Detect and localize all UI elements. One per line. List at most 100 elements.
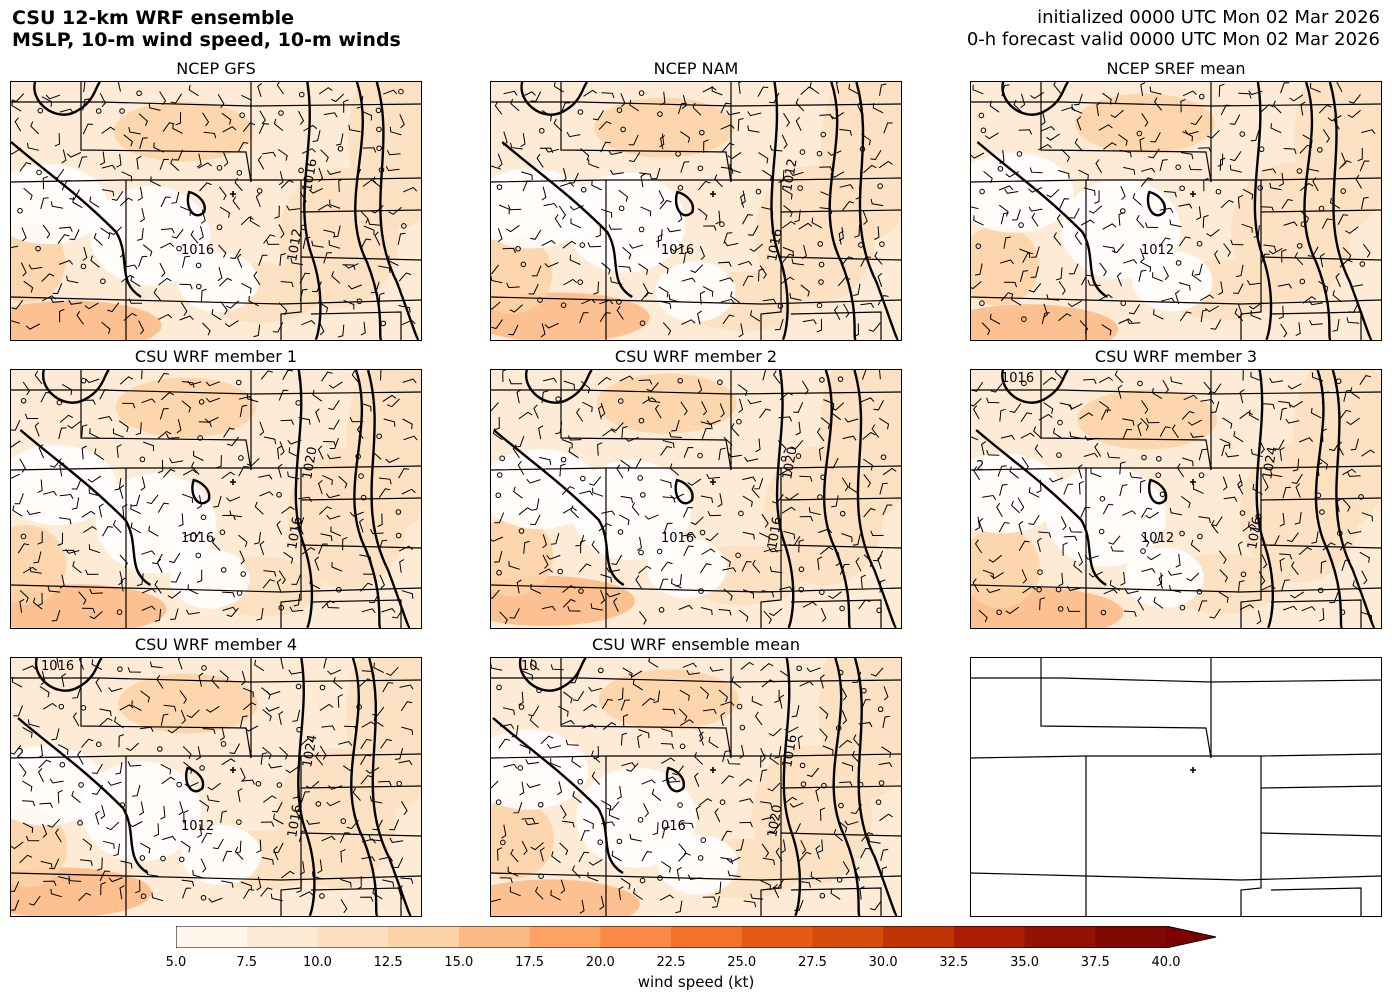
wind-barb — [559, 804, 567, 819]
wind-barb — [1200, 398, 1215, 405]
wind-barb — [750, 310, 761, 322]
wind-barb — [21, 227, 27, 242]
wind-barb — [1069, 527, 1083, 533]
wind-barb — [879, 482, 888, 495]
calm-wind-circle — [117, 666, 123, 672]
wind-barb — [19, 162, 32, 172]
wind-barb — [217, 94, 225, 109]
wind-barb — [741, 561, 752, 572]
wind-barb — [550, 758, 562, 768]
wind-barb — [49, 858, 60, 870]
calm-wind-circle — [376, 433, 382, 440]
wind-barb — [205, 381, 220, 387]
wind-barb — [51, 728, 60, 741]
wind-barb — [173, 149, 184, 161]
wind-barb — [1200, 309, 1208, 322]
wind-barb — [1056, 267, 1063, 281]
wind-barb — [660, 445, 673, 456]
wind-barb — [139, 137, 148, 149]
wind-barb — [1017, 497, 1025, 512]
wind-barb — [1153, 309, 1164, 320]
wind-barb — [659, 199, 672, 210]
shade-blob — [117, 673, 258, 734]
wind-barb — [598, 523, 612, 532]
isobar-line — [17, 717, 149, 875]
calm-wind-circle — [637, 817, 644, 823]
wind-barb — [116, 153, 122, 168]
wind-barb — [768, 728, 782, 737]
wind-barb — [177, 658, 183, 670]
wind-barb — [641, 851, 653, 862]
wind-barb — [365, 766, 380, 774]
wind-barb — [1088, 205, 1103, 214]
wind-barb — [518, 691, 524, 706]
wind-barb — [637, 734, 643, 748]
wind-barb — [1199, 294, 1214, 301]
wind-barb — [397, 232, 406, 245]
wind-barb — [530, 229, 542, 240]
wind-barb — [91, 659, 103, 670]
wind-barb — [839, 184, 854, 190]
wind-barb — [1301, 606, 1316, 612]
wind-barb — [738, 323, 744, 338]
wind-barb — [842, 435, 857, 441]
wind-barb — [141, 605, 156, 611]
wind-barb — [37, 531, 43, 545]
calm-wind-circle — [315, 801, 322, 807]
wind-barb — [57, 789, 64, 804]
wind-barb — [321, 725, 336, 731]
wind-barb — [682, 533, 697, 539]
wind-barb — [71, 790, 81, 803]
wind-barb — [512, 444, 520, 459]
calm-wind-circle — [1197, 533, 1203, 540]
wind-barb — [130, 522, 142, 534]
wind-barb — [616, 785, 622, 800]
wind-barb — [160, 763, 172, 775]
location-marker-icon — [1190, 479, 1196, 485]
wind-barb — [498, 738, 511, 749]
wind-barb — [279, 746, 288, 760]
shade-blob — [11, 300, 162, 340]
calm-wind-circle — [95, 108, 102, 114]
wind-barb — [301, 320, 316, 326]
wind-barb — [619, 375, 634, 382]
wind-barb — [972, 405, 980, 420]
wind-barb — [172, 123, 183, 134]
state-border — [1040, 658, 1212, 759]
wind-barb — [170, 571, 182, 583]
wind-barb — [315, 752, 324, 766]
calm-wind-circle — [817, 494, 823, 500]
wind-barb — [1074, 138, 1083, 152]
wind-barb — [877, 555, 882, 570]
isobars — [975, 370, 1376, 628]
wind-barb — [571, 865, 581, 879]
map-svg: 1012 — [971, 82, 1381, 340]
calm-wind-circle — [1100, 609, 1107, 616]
wind-barb — [541, 186, 547, 201]
calm-wind-circle — [637, 475, 643, 481]
shade-blob — [11, 164, 108, 245]
isobar-label: 016 — [661, 819, 686, 834]
wind-barb — [640, 291, 653, 302]
wind-barb — [400, 801, 408, 816]
wind-barb — [579, 312, 589, 324]
calm-wind-circle — [657, 875, 663, 881]
wind-barb — [1022, 252, 1033, 263]
wind-barb — [1020, 432, 1035, 439]
wind-barb — [278, 389, 289, 401]
wind-barb — [1332, 290, 1342, 303]
calm-wind-circle — [36, 169, 42, 176]
wind-barb — [1252, 484, 1263, 495]
calm-wind-circle — [401, 223, 407, 229]
shade-blob — [90, 186, 211, 287]
wind-barb — [529, 715, 539, 728]
wind-barb — [1129, 472, 1143, 479]
wind-barb — [541, 110, 552, 122]
wind-barb — [1110, 546, 1124, 552]
calm-wind-circle — [139, 456, 146, 463]
wind-barb — [842, 861, 850, 876]
wind-barb — [11, 899, 20, 911]
wind-barb — [37, 479, 43, 494]
calm-wind-circle — [395, 532, 402, 539]
wind-barb — [1080, 219, 1095, 226]
